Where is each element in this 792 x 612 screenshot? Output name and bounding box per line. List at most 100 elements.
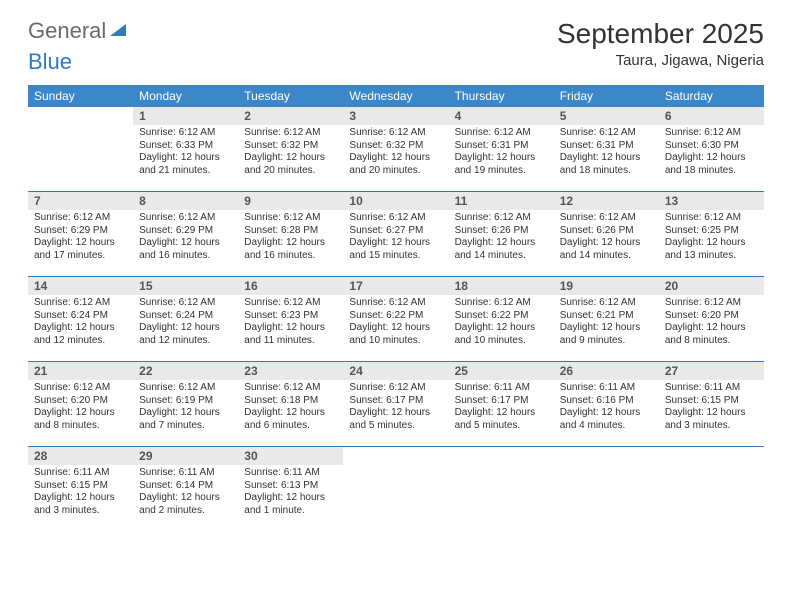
day-number: 6 <box>659 107 764 125</box>
daylight-text: Daylight: 12 hours and 8 minutes. <box>665 322 758 347</box>
calendar-cell: 13Sunrise: 6:12 AMSunset: 6:25 PMDayligh… <box>659 192 764 277</box>
calendar-body: 1Sunrise: 6:12 AMSunset: 6:33 PMDaylight… <box>28 107 764 531</box>
calendar-cell: 1Sunrise: 6:12 AMSunset: 6:33 PMDaylight… <box>133 107 238 192</box>
brand-part1: General <box>28 18 106 44</box>
sunrise-text: Sunrise: 6:12 AM <box>244 127 337 140</box>
sunset-text: Sunset: 6:31 PM <box>455 140 548 153</box>
calendar-week: 14Sunrise: 6:12 AMSunset: 6:24 PMDayligh… <box>28 277 764 362</box>
day-details: Sunrise: 6:12 AMSunset: 6:20 PMDaylight:… <box>28 380 133 436</box>
calendar-cell: 19Sunrise: 6:12 AMSunset: 6:21 PMDayligh… <box>554 277 659 362</box>
day-details: Sunrise: 6:11 AMSunset: 6:13 PMDaylight:… <box>238 465 343 521</box>
day-details: Sunrise: 6:12 AMSunset: 6:22 PMDaylight:… <box>343 295 448 351</box>
calendar-cell: 15Sunrise: 6:12 AMSunset: 6:24 PMDayligh… <box>133 277 238 362</box>
brand-logo: General <box>28 18 128 44</box>
sunset-text: Sunset: 6:15 PM <box>665 395 758 408</box>
daylight-text: Daylight: 12 hours and 3 minutes. <box>665 407 758 432</box>
daylight-text: Daylight: 12 hours and 2 minutes. <box>139 492 232 517</box>
daylight-text: Daylight: 12 hours and 10 minutes. <box>455 322 548 347</box>
location-text: Taura, Jigawa, Nigeria <box>557 52 764 69</box>
calendar-cell: 23Sunrise: 6:12 AMSunset: 6:18 PMDayligh… <box>238 362 343 447</box>
calendar-cell <box>659 447 764 532</box>
day-header: Tuesday <box>238 85 343 107</box>
day-number: 25 <box>449 362 554 380</box>
sunrise-text: Sunrise: 6:12 AM <box>139 382 232 395</box>
sunrise-text: Sunrise: 6:12 AM <box>349 382 442 395</box>
day-details: Sunrise: 6:12 AMSunset: 6:20 PMDaylight:… <box>659 295 764 351</box>
daylight-text: Daylight: 12 hours and 5 minutes. <box>349 407 442 432</box>
sunrise-text: Sunrise: 6:12 AM <box>665 127 758 140</box>
day-number: 15 <box>133 277 238 295</box>
day-details: Sunrise: 6:11 AMSunset: 6:16 PMDaylight:… <box>554 380 659 436</box>
day-number: 1 <box>133 107 238 125</box>
day-details: Sunrise: 6:12 AMSunset: 6:31 PMDaylight:… <box>449 125 554 181</box>
sunset-text: Sunset: 6:24 PM <box>139 310 232 323</box>
sunrise-text: Sunrise: 6:12 AM <box>560 297 653 310</box>
sunset-text: Sunset: 6:32 PM <box>244 140 337 153</box>
calendar-week: 1Sunrise: 6:12 AMSunset: 6:33 PMDaylight… <box>28 107 764 192</box>
calendar-cell: 24Sunrise: 6:12 AMSunset: 6:17 PMDayligh… <box>343 362 448 447</box>
daylight-text: Daylight: 12 hours and 4 minutes. <box>560 407 653 432</box>
brand-part2: Blue <box>28 49 72 75</box>
day-details: Sunrise: 6:12 AMSunset: 6:26 PMDaylight:… <box>554 210 659 266</box>
calendar-page: General September 2025 Taura, Jigawa, Ni… <box>0 0 792 549</box>
daylight-text: Daylight: 12 hours and 16 minutes. <box>244 237 337 262</box>
title-block: September 2025 Taura, Jigawa, Nigeria <box>557 18 764 69</box>
day-details: Sunrise: 6:12 AMSunset: 6:24 PMDaylight:… <box>28 295 133 351</box>
day-details: Sunrise: 6:11 AMSunset: 6:15 PMDaylight:… <box>659 380 764 436</box>
sunset-text: Sunset: 6:19 PM <box>139 395 232 408</box>
day-details: Sunrise: 6:12 AMSunset: 6:19 PMDaylight:… <box>133 380 238 436</box>
sunset-text: Sunset: 6:27 PM <box>349 225 442 238</box>
day-number: 3 <box>343 107 448 125</box>
calendar-week: 21Sunrise: 6:12 AMSunset: 6:20 PMDayligh… <box>28 362 764 447</box>
daylight-text: Daylight: 12 hours and 6 minutes. <box>244 407 337 432</box>
day-number: 2 <box>238 107 343 125</box>
calendar-cell: 8Sunrise: 6:12 AMSunset: 6:29 PMDaylight… <box>133 192 238 277</box>
day-header: Saturday <box>659 85 764 107</box>
day-number: 29 <box>133 447 238 465</box>
calendar-cell: 22Sunrise: 6:12 AMSunset: 6:19 PMDayligh… <box>133 362 238 447</box>
day-header: Friday <box>554 85 659 107</box>
day-details: Sunrise: 6:12 AMSunset: 6:30 PMDaylight:… <box>659 125 764 181</box>
day-details: Sunrise: 6:12 AMSunset: 6:33 PMDaylight:… <box>133 125 238 181</box>
calendar-cell: 17Sunrise: 6:12 AMSunset: 6:22 PMDayligh… <box>343 277 448 362</box>
daylight-text: Daylight: 12 hours and 14 minutes. <box>560 237 653 262</box>
day-header: Thursday <box>449 85 554 107</box>
sunset-text: Sunset: 6:22 PM <box>455 310 548 323</box>
sunset-text: Sunset: 6:17 PM <box>349 395 442 408</box>
day-details: Sunrise: 6:11 AMSunset: 6:14 PMDaylight:… <box>133 465 238 521</box>
day-details: Sunrise: 6:12 AMSunset: 6:28 PMDaylight:… <box>238 210 343 266</box>
sunset-text: Sunset: 6:31 PM <box>560 140 653 153</box>
day-number: 26 <box>554 362 659 380</box>
sunset-text: Sunset: 6:21 PM <box>560 310 653 323</box>
day-number: 11 <box>449 192 554 210</box>
calendar-cell: 7Sunrise: 6:12 AMSunset: 6:29 PMDaylight… <box>28 192 133 277</box>
daylight-text: Daylight: 12 hours and 18 minutes. <box>560 152 653 177</box>
day-details: Sunrise: 6:12 AMSunset: 6:25 PMDaylight:… <box>659 210 764 266</box>
sunrise-text: Sunrise: 6:11 AM <box>455 382 548 395</box>
calendar-cell: 11Sunrise: 6:12 AMSunset: 6:26 PMDayligh… <box>449 192 554 277</box>
day-header: Wednesday <box>343 85 448 107</box>
sunrise-text: Sunrise: 6:12 AM <box>665 212 758 225</box>
calendar-cell: 14Sunrise: 6:12 AMSunset: 6:24 PMDayligh… <box>28 277 133 362</box>
sunset-text: Sunset: 6:16 PM <box>560 395 653 408</box>
daylight-text: Daylight: 12 hours and 12 minutes. <box>34 322 127 347</box>
sunset-text: Sunset: 6:23 PM <box>244 310 337 323</box>
daylight-text: Daylight: 12 hours and 11 minutes. <box>244 322 337 347</box>
sunset-text: Sunset: 6:20 PM <box>665 310 758 323</box>
day-details: Sunrise: 6:12 AMSunset: 6:18 PMDaylight:… <box>238 380 343 436</box>
daylight-text: Daylight: 12 hours and 8 minutes. <box>34 407 127 432</box>
calendar-cell: 27Sunrise: 6:11 AMSunset: 6:15 PMDayligh… <box>659 362 764 447</box>
sunrise-text: Sunrise: 6:12 AM <box>139 212 232 225</box>
sunrise-text: Sunrise: 6:12 AM <box>455 212 548 225</box>
calendar-cell: 21Sunrise: 6:12 AMSunset: 6:20 PMDayligh… <box>28 362 133 447</box>
sunset-text: Sunset: 6:30 PM <box>665 140 758 153</box>
daylight-text: Daylight: 12 hours and 1 minute. <box>244 492 337 517</box>
day-number: 20 <box>659 277 764 295</box>
day-details: Sunrise: 6:12 AMSunset: 6:22 PMDaylight:… <box>449 295 554 351</box>
sunrise-text: Sunrise: 6:12 AM <box>349 127 442 140</box>
daylight-text: Daylight: 12 hours and 21 minutes. <box>139 152 232 177</box>
calendar-cell <box>449 447 554 532</box>
sunrise-text: Sunrise: 6:12 AM <box>455 127 548 140</box>
daylight-text: Daylight: 12 hours and 17 minutes. <box>34 237 127 262</box>
daylight-text: Daylight: 12 hours and 5 minutes. <box>455 407 548 432</box>
